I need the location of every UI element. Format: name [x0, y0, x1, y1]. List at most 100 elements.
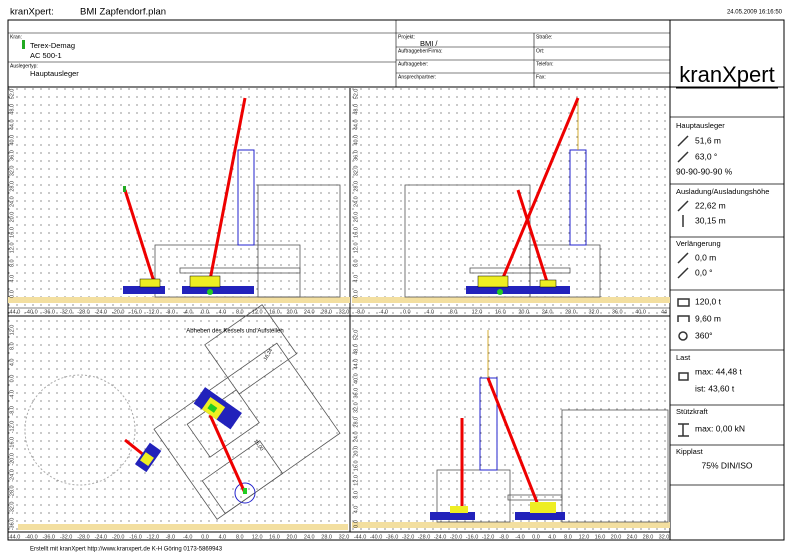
hook-height: 30,15 m — [695, 215, 726, 225]
boom-type-label: Auslegertyp: — [10, 63, 38, 69]
crane-label: Kran: — [10, 34, 22, 40]
axis-label: 44.0 — [353, 119, 359, 130]
axis-label: -20.0 — [112, 534, 125, 540]
axis-label: 52.0 — [353, 89, 359, 100]
axis-label: 36.0 — [612, 309, 623, 315]
axis-label: 28.0 — [321, 309, 332, 315]
extension-angle: 0,0 ° — [695, 267, 713, 277]
axis-label: 16.0 — [353, 460, 359, 471]
boom-angle: 63,0 ° — [695, 151, 717, 161]
axis-label: -40.0 — [25, 534, 38, 540]
axis-label: 4.0 — [548, 534, 556, 540]
logo: kranXpert — [679, 62, 774, 87]
axis-label: -20.0 — [9, 453, 15, 466]
tipping-value: 75% DIN/ISO — [701, 460, 752, 470]
axis-label: 32.0 — [339, 534, 350, 540]
side-view-3 — [430, 330, 669, 523]
axis-label: -36.0 — [42, 309, 55, 315]
axis-label: 8.0 — [236, 534, 244, 540]
axis-label: 28.0 — [321, 534, 332, 540]
axis-label: 24.0 — [353, 196, 359, 207]
axis-label: -4.0 — [9, 390, 15, 399]
main-boom-title: Hauptausleger — [676, 121, 725, 130]
axis-label: 48.0 — [353, 344, 359, 355]
axis-label: 24.0 — [304, 309, 315, 315]
phone-label: Telefon: — [536, 61, 554, 67]
axis-label: 32.0 — [588, 309, 599, 315]
footer: Erstellt mit kranXpert http://www.kranxp… — [30, 547, 223, 553]
axis-label: 40.0 — [9, 135, 15, 146]
axis-label: 52.0 — [9, 89, 15, 100]
panel-icons — [677, 135, 690, 437]
axis-label: -8.0 — [355, 309, 364, 315]
street-label: Straße: — [536, 34, 552, 40]
axis-label: 32.0 — [659, 534, 670, 540]
axis-label: 24.0 — [9, 196, 15, 207]
axis-label: 40.0 — [353, 373, 359, 384]
axis-label: 16.0 — [495, 309, 506, 315]
axis-label: 52.0 — [353, 330, 359, 341]
crane-icon — [22, 40, 25, 49]
axis-label: -32.0 — [9, 502, 15, 515]
axis-label: 8.0 — [236, 309, 244, 315]
axis-label: 20.0 — [9, 212, 15, 223]
axis-label: -4.0 — [183, 309, 192, 315]
axis-label: -4.0 — [183, 534, 192, 540]
axis-label: 12.0 — [252, 534, 263, 540]
radius: 22,62 m — [695, 200, 726, 210]
axis-label: 44.0 — [9, 119, 15, 130]
crane-maker: Terex-Demag — [30, 41, 75, 50]
panel-dividers — [670, 116, 784, 486]
axis-label: -16.0 — [9, 437, 15, 450]
axis-label: 32.0 — [9, 166, 15, 177]
axis-label: -12.0 — [9, 421, 15, 434]
side-view-2 — [404, 97, 601, 298]
axis-label: 0.0 — [201, 309, 209, 315]
axis-label: -36.0 — [9, 518, 15, 531]
axis-label: 24.0 — [304, 534, 315, 540]
axis-label: -36.0 — [42, 534, 55, 540]
axis-label: -20.0 — [450, 534, 463, 540]
axis-label: -32.0 — [60, 309, 73, 315]
axis-label: 24.0 — [353, 431, 359, 442]
axis-label: 16.0 — [269, 534, 280, 540]
axis-label: -16.0 — [129, 534, 142, 540]
axis-label: 20.0 — [518, 309, 529, 315]
axis-label: -4.0 — [515, 534, 524, 540]
axis-label: 44 — [661, 309, 667, 315]
load-max: max: 44,48 t — [695, 366, 742, 376]
axis-label: 8.0 — [564, 534, 572, 540]
axis-label: -12.0 — [482, 534, 495, 540]
axis-label: 8.0 — [9, 342, 15, 350]
axis-label: 36.0 — [9, 150, 15, 161]
axis-label: 28.0 — [9, 181, 15, 192]
axis-label: -4.0 — [379, 309, 388, 315]
axis-label: 12.0 — [9, 325, 15, 336]
axis-label: 24.0 — [627, 534, 638, 540]
views — [8, 88, 670, 533]
axis-label: -20.0 — [112, 309, 125, 315]
axis-label: -40.0 — [25, 309, 38, 315]
axis-label: -28.0 — [9, 485, 15, 498]
annotation: Abheben des Kessels und Aufstellen — [186, 329, 283, 335]
axis-label: -28.0 — [77, 309, 90, 315]
axis-label: 12.0 — [353, 242, 359, 253]
axis-label: 4.0 — [9, 359, 15, 367]
project-label: Projekt: — [398, 34, 415, 40]
project: BMI / — [420, 39, 438, 48]
axis-label: 36.0 — [353, 150, 359, 161]
axis-label: -44.0 — [8, 534, 21, 540]
axis-label: -28.0 — [77, 534, 90, 540]
axis-label: 16.0 — [9, 227, 15, 238]
support-max: max: 0,00 kN — [695, 423, 745, 433]
axis-label: 4.0 — [219, 309, 227, 315]
axis-label: 4.0 — [353, 506, 359, 514]
city-label: Ort: — [536, 48, 544, 54]
axis-label: 16.0 — [269, 309, 280, 315]
axis-label: 0.0 — [532, 534, 540, 540]
load-actual: ist: 43,60 t — [695, 383, 735, 393]
axis-label: 12.0 — [472, 309, 483, 315]
axis-label: 20.0 — [287, 534, 298, 540]
axis-label: -8.0 — [9, 406, 15, 415]
